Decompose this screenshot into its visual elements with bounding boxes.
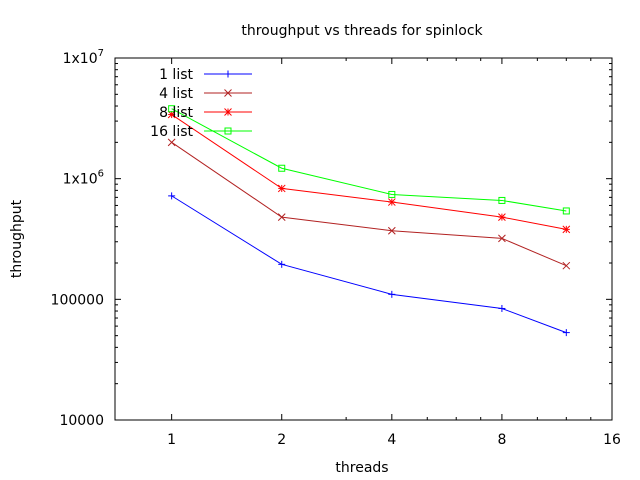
data-point <box>277 213 286 221</box>
series-2 <box>167 110 571 234</box>
data-point <box>168 192 176 200</box>
x-tick-label: 8 <box>497 432 506 448</box>
series-3 <box>168 105 570 215</box>
data-point <box>387 226 396 235</box>
y-tick-label-base: 1x10 <box>63 172 98 188</box>
x-axis-title: threads <box>335 460 388 476</box>
data-point <box>562 207 570 215</box>
legend-label: 8 list <box>159 105 193 121</box>
data-point <box>498 234 506 243</box>
chart-title: throughput vs threads for spinlock <box>241 23 483 39</box>
y-tick-label: 10000 <box>59 413 104 429</box>
y-tick-label-base: 1x10 <box>63 51 98 67</box>
y-tick-label: 1x107 <box>63 48 104 67</box>
data-point <box>498 196 506 204</box>
data-point <box>168 105 176 113</box>
series-1 <box>167 138 571 270</box>
legend-label: 16 list <box>150 124 193 140</box>
data-point <box>278 260 286 268</box>
legend-marker <box>224 70 232 78</box>
y-tick-label-base: 100000 <box>51 292 104 308</box>
y-tick-label: 1x106 <box>63 169 104 188</box>
x-tick-label: 4 <box>387 432 396 448</box>
legend: 1 list 4 list 8 list 16 list <box>150 67 252 140</box>
y-tick-label-base: 10000 <box>59 413 104 429</box>
series-line <box>171 141 567 267</box>
data-point <box>388 290 396 298</box>
series-line <box>171 195 567 334</box>
data-point <box>562 225 571 234</box>
data-point <box>562 329 570 337</box>
data-point <box>167 138 176 147</box>
data-point <box>388 190 396 198</box>
y-tick-label: 100000 <box>51 292 104 308</box>
legend-label: 1 list <box>159 67 193 83</box>
data-point <box>498 304 506 312</box>
legend-marker <box>224 127 232 135</box>
x-tick-label: 2 <box>277 432 286 448</box>
data-point <box>387 198 396 206</box>
y-axis-title: throughput <box>9 199 25 278</box>
series-layer <box>167 105 571 337</box>
plot-frame <box>114 57 613 421</box>
y-tick-label-exponent: 7 <box>98 48 104 59</box>
data-point <box>277 184 286 193</box>
x-tick-label: 1 <box>167 432 176 448</box>
data-point <box>278 164 286 172</box>
y-tick-label-exponent: 6 <box>98 169 104 180</box>
legend-marker <box>224 89 232 97</box>
data-point <box>562 261 571 270</box>
x-tick-label: 16 <box>603 432 621 448</box>
legend-marker <box>224 108 232 116</box>
data-point <box>498 213 506 221</box>
series-line <box>171 108 567 212</box>
legend-label: 4 list <box>159 86 193 102</box>
series-0 <box>168 192 570 337</box>
